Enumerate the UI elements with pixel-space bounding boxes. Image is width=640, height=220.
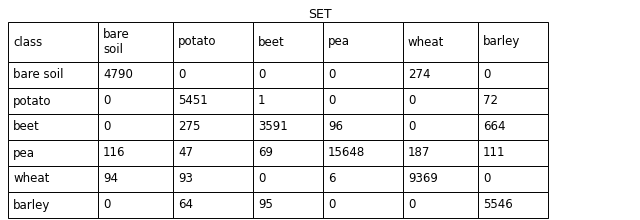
Bar [8, 88, 98, 114]
Bar [8, 114, 98, 140]
Bar [478, 192, 548, 218]
Text: 0: 0 [258, 172, 266, 185]
Bar [323, 62, 403, 88]
Text: 0: 0 [258, 68, 266, 81]
Text: 0: 0 [178, 68, 186, 81]
Bar [323, 114, 403, 140]
Bar [323, 166, 403, 192]
Text: 47: 47 [178, 147, 193, 160]
Bar [173, 192, 253, 218]
Bar [323, 140, 403, 166]
Bar [8, 62, 98, 88]
Bar [253, 62, 323, 88]
Text: 0: 0 [408, 121, 415, 134]
Bar [173, 114, 253, 140]
Bar [98, 192, 173, 218]
Text: 5546: 5546 [483, 198, 513, 211]
Bar [478, 114, 548, 140]
Text: 72: 72 [483, 95, 498, 108]
Text: 0: 0 [103, 121, 110, 134]
Bar [403, 192, 478, 218]
Text: 0: 0 [483, 68, 490, 81]
Bar [253, 88, 323, 114]
Text: 0: 0 [328, 68, 335, 81]
Text: barley: barley [483, 35, 520, 48]
Text: 0: 0 [408, 95, 415, 108]
Text: 111: 111 [483, 147, 506, 160]
Bar [403, 166, 478, 192]
Text: 64: 64 [178, 198, 193, 211]
Bar [323, 192, 403, 218]
Bar [253, 22, 323, 62]
Bar [478, 62, 548, 88]
Bar [478, 22, 548, 62]
Bar [478, 140, 548, 166]
Text: 69: 69 [258, 147, 273, 160]
Bar [253, 166, 323, 192]
Text: SET: SET [308, 8, 332, 21]
Bar [98, 166, 173, 192]
Bar [478, 88, 548, 114]
Text: 3591: 3591 [258, 121, 288, 134]
Bar [98, 22, 173, 62]
Text: 9369: 9369 [408, 172, 438, 185]
Text: 0: 0 [103, 95, 110, 108]
Bar [173, 62, 253, 88]
Text: pea: pea [13, 147, 35, 160]
Text: pea: pea [328, 35, 350, 48]
Text: potato: potato [178, 35, 216, 48]
Bar [403, 62, 478, 88]
Text: 1: 1 [258, 95, 266, 108]
Bar [8, 140, 98, 166]
Bar [253, 114, 323, 140]
Text: 0: 0 [483, 172, 490, 185]
Text: 93: 93 [178, 172, 193, 185]
Bar [98, 62, 173, 88]
Bar [98, 88, 173, 114]
Bar [323, 88, 403, 114]
Text: beet: beet [13, 121, 40, 134]
Bar [403, 88, 478, 114]
Text: 0: 0 [408, 198, 415, 211]
Bar [173, 166, 253, 192]
Bar [8, 166, 98, 192]
Text: 4790: 4790 [103, 68, 133, 81]
Bar [403, 140, 478, 166]
Bar [173, 22, 253, 62]
Text: 274: 274 [408, 68, 431, 81]
Text: 0: 0 [328, 198, 335, 211]
Text: bare soil: bare soil [13, 68, 63, 81]
Bar [403, 114, 478, 140]
Text: 187: 187 [408, 147, 430, 160]
Bar [173, 88, 253, 114]
Text: wheat: wheat [13, 172, 49, 185]
Text: bare
soil: bare soil [103, 28, 130, 56]
Text: 15648: 15648 [328, 147, 365, 160]
Text: 116: 116 [103, 147, 125, 160]
Bar [173, 140, 253, 166]
Text: 0: 0 [103, 198, 110, 211]
Text: 6: 6 [328, 172, 335, 185]
Bar [98, 114, 173, 140]
Text: 94: 94 [103, 172, 118, 185]
Text: 275: 275 [178, 121, 200, 134]
Bar [253, 192, 323, 218]
Text: 664: 664 [483, 121, 506, 134]
Bar [323, 22, 403, 62]
Text: 95: 95 [258, 198, 273, 211]
Bar [253, 140, 323, 166]
Text: 5451: 5451 [178, 95, 208, 108]
Bar [403, 22, 478, 62]
Bar [8, 22, 98, 62]
Text: barley: barley [13, 198, 51, 211]
Text: 96: 96 [328, 121, 343, 134]
Bar [98, 140, 173, 166]
Bar [478, 166, 548, 192]
Text: potato: potato [13, 95, 51, 108]
Text: wheat: wheat [408, 35, 444, 48]
Text: beet: beet [258, 35, 285, 48]
Text: 0: 0 [328, 95, 335, 108]
Text: class: class [13, 35, 42, 48]
Bar [8, 192, 98, 218]
